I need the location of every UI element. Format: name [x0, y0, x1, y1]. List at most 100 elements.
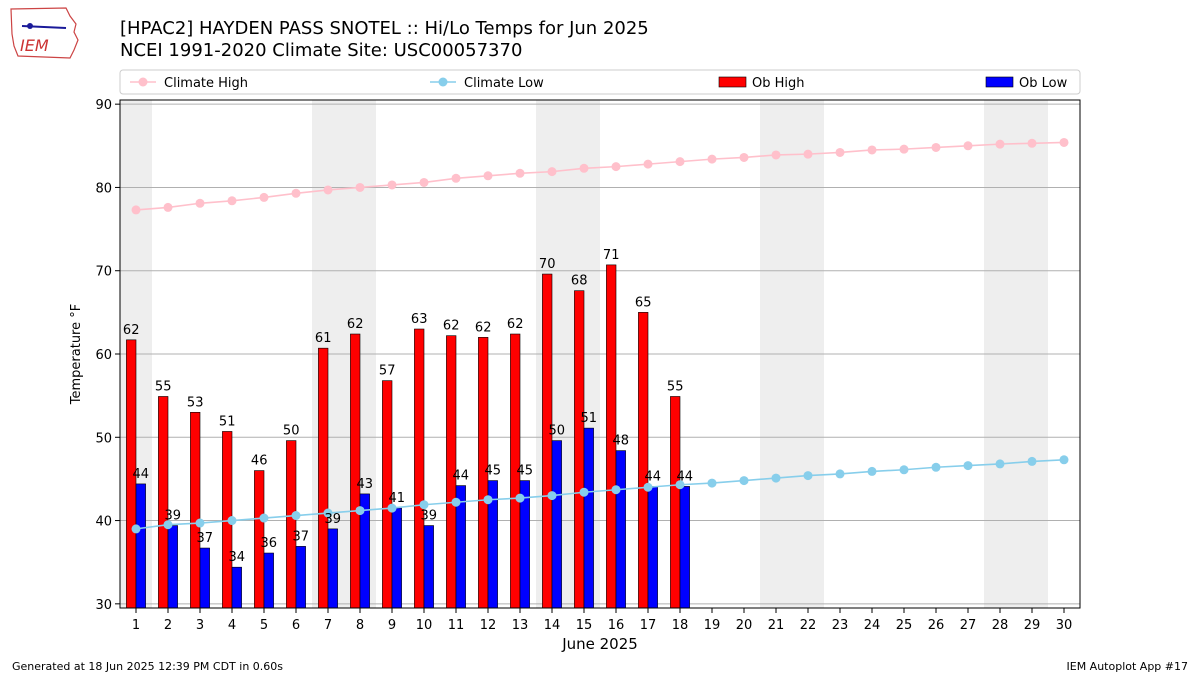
generated-note: Generated at 18 Jun 2025 12:39 PM CDT in… [12, 660, 284, 673]
ob-high-label-7: 61 [315, 331, 332, 346]
legend-climate-low-label: Climate Low [464, 76, 544, 91]
climate-high-point-4 [227, 196, 237, 206]
legend-ob-low-label: Ob Low [1019, 76, 1068, 91]
climate-low-point-3 [195, 518, 205, 528]
x-tick-label-13: 13 [512, 618, 529, 633]
climate-low-point-14 [547, 491, 557, 501]
x-tick-label-29: 29 [1024, 618, 1041, 633]
climate-low-point-28 [995, 459, 1005, 469]
x-tick-label-14: 14 [544, 618, 561, 633]
ob-low-label-13: 45 [517, 464, 534, 479]
y-axis-label: Temperature °F [69, 304, 84, 405]
x-tick-label-30: 30 [1056, 618, 1073, 633]
ob-low-label-1: 44 [133, 467, 150, 482]
climate-high-point-24 [867, 145, 877, 155]
ob-low-bar-1 [135, 483, 146, 609]
ob-high-bar-3 [190, 411, 201, 609]
climate-high-point-28 [995, 139, 1005, 149]
chart-title: [HPAC2] HAYDEN PASS SNOTEL :: Hi/Lo Temp… [120, 18, 649, 39]
climate-low-point-10 [419, 500, 429, 510]
y-tick-label-40: 40 [95, 515, 112, 530]
y-tick-label-30: 30 [95, 598, 112, 613]
ob-high-label-11: 62 [443, 319, 460, 334]
ob-low-label-7: 39 [325, 512, 342, 527]
climate-high-line [135, 141, 1065, 211]
ob-low-label-8: 43 [357, 477, 374, 492]
x-tick-label-23: 23 [832, 618, 849, 633]
climate-low-point-7 [323, 508, 333, 518]
ob-low-bar-17 [647, 486, 658, 609]
x-tick-label-17: 17 [640, 618, 657, 633]
climate-high-point-14 [547, 167, 557, 177]
ob-high-bar-10 [414, 328, 425, 609]
climate-low-point-12 [483, 495, 493, 505]
climate-low-point-11 [451, 497, 461, 507]
legend-climate-high-label: Climate High [164, 76, 248, 91]
ob-low-label-2: 39 [165, 509, 182, 524]
ob-high-label-1: 62 [123, 323, 140, 338]
climate-high-point-19 [707, 154, 717, 164]
x-tick-label-28: 28 [992, 618, 1009, 633]
climate-low-point-25 [899, 465, 909, 475]
climate-high-point-21 [771, 150, 781, 160]
ob-low-label-9: 41 [389, 491, 406, 506]
climate-high-point-17 [643, 159, 653, 169]
x-tick-label-1: 1 [132, 618, 140, 633]
ob-low-bar-16 [615, 450, 626, 609]
climate-low-point-4 [227, 516, 237, 526]
climate-high-point-10 [419, 177, 429, 187]
ob-high-label-13: 62 [507, 317, 524, 332]
climate-low-line [135, 458, 1065, 530]
climate-low-point-6 [291, 511, 301, 521]
climate-high-point-3 [195, 198, 205, 208]
climate-low-point-29 [1027, 456, 1037, 466]
ob-low-bar-15 [583, 427, 594, 609]
climate-low-point-2 [163, 520, 173, 530]
climate-high-point-5 [259, 192, 269, 202]
ob-low-label-18: 44 [677, 469, 694, 484]
ob-high-bar-15 [574, 290, 585, 609]
x-tick-label-18: 18 [672, 618, 689, 633]
climate-low-point-18 [675, 480, 685, 490]
x-tick-label-25: 25 [896, 618, 913, 633]
climate-low-point-20 [739, 476, 749, 486]
y-tick-label-80: 80 [95, 181, 112, 196]
climate-high-point-1 [131, 205, 141, 215]
x-tick-label-21: 21 [768, 618, 785, 633]
x-tick-label-2: 2 [164, 618, 172, 633]
x-tick-label-7: 7 [324, 618, 332, 633]
climate-high-point-26 [931, 142, 941, 152]
ob-high-label-6: 50 [283, 424, 300, 439]
legend-climate-low-marker [438, 77, 448, 87]
climate-lines [131, 137, 1069, 534]
ob-high-label-5: 46 [251, 454, 268, 469]
ob-low-label-12: 45 [485, 464, 502, 479]
climate-high-point-16 [611, 162, 621, 172]
ob-high-label-17: 65 [635, 295, 652, 310]
climate-high-point-2 [163, 202, 173, 212]
y-tick-label-50: 50 [95, 431, 112, 446]
climate-high-point-30 [1059, 137, 1069, 147]
climate-low-point-9 [387, 503, 397, 513]
climate-high-point-22 [803, 149, 813, 159]
x-tick-label-8: 8 [356, 618, 364, 633]
climate-low-point-22 [803, 471, 813, 481]
ob-low-label-11: 44 [453, 469, 470, 484]
ob-high-bar-17 [638, 312, 649, 609]
climate-low-point-21 [771, 473, 781, 483]
climate-high-point-9 [387, 180, 397, 190]
climate-low-point-15 [579, 487, 589, 497]
ob-low-bar-3 [199, 547, 210, 609]
legend-ob-low-swatch [985, 76, 1014, 88]
climate-high-point-15 [579, 163, 589, 173]
ob-low-bar-18 [679, 486, 690, 609]
ob-high-bar-8 [350, 333, 361, 609]
ob-high-label-3: 53 [187, 395, 204, 410]
ob-high-bar-14 [542, 273, 553, 609]
ob-low-label-17: 44 [645, 469, 662, 484]
ob-high-bar-7 [318, 347, 329, 609]
ob-high-bar-6 [286, 440, 297, 609]
x-tick-label-19: 19 [704, 618, 721, 633]
ob-high-label-9: 57 [379, 364, 396, 379]
